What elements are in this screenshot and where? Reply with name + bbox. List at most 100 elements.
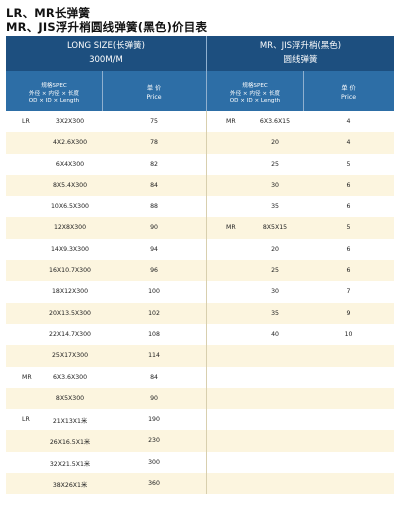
left-price-cell: 90 (150, 394, 158, 402)
left-spec-cell: 32X21.5X1米 (49, 460, 91, 468)
header-right-line1: MR、JIS浮升梢(黑色) (259, 41, 342, 51)
left-price-cell: 88 (150, 203, 158, 211)
table-row: 14X9.3X300 94 20 6 (6, 238, 394, 261)
left-spec-cell: 8X5.4X300 (52, 181, 88, 189)
table-row: 18X12X300 100 30 7 (6, 281, 394, 303)
right-spec-cell: 20 (271, 139, 279, 147)
left-spec-cell: 10X6.5X300 (50, 203, 89, 211)
left-price-cell: 114 (148, 352, 160, 360)
left-spec-cell: 6X3.6X300 (52, 373, 88, 381)
left-price-cell: 94 (150, 245, 158, 253)
row-divider (206, 409, 207, 431)
right-price-cell: 6 (346, 181, 351, 189)
right-spec-cell: 25 (271, 160, 279, 168)
left-spec-cell: 22X14.7X300 (49, 330, 91, 338)
right-spec-cell: 40 (271, 330, 279, 338)
right-spec-cell: 6X3.6X15 (259, 118, 291, 125)
table-row: 32X21.5X1米 300 (6, 451, 394, 474)
left-spec-cell: 4X2.6X300 (52, 139, 88, 147)
right-price-cell: 6 (346, 203, 351, 211)
row-divider (206, 238, 207, 261)
table-row: 6X4X300 82 25 5 (6, 153, 394, 175)
table-row: LR 21X13X1米 190 (6, 409, 394, 431)
left-spec-cell: 18X12X300 (51, 288, 89, 296)
right-spec-cell: 35 (271, 203, 279, 211)
row-divider (206, 473, 207, 495)
left-price-cell: 300 (148, 458, 160, 466)
right-spec-header-line1: 规格SPEC (242, 83, 268, 89)
header-left: LONG SIZE(长弹簧) 300M/M (6, 39, 206, 67)
left-spec-cell: 16X10.7X300 (49, 267, 91, 275)
row-divider (206, 153, 207, 175)
left-price-cell: 102 (148, 309, 160, 317)
row-divider (206, 132, 207, 154)
left-price-cell: 75 (150, 118, 158, 125)
left-price-cell: 100 (148, 288, 160, 296)
title-line-2: MR、JIS浮升梢圆线弹簧(黑色)价目表 (6, 20, 208, 34)
left-spec-cell: 14X9.3X300 (50, 245, 89, 253)
right-spec-cell: 30 (271, 181, 279, 189)
right-price-header-line1: 单 价 (341, 85, 356, 92)
left-price-cell: 108 (148, 330, 160, 338)
left-price-cell: 230 (148, 437, 160, 445)
left-price-cell: 190 (148, 416, 160, 424)
left-price-cell: 84 (150, 181, 158, 189)
header-left-line2: 300M/M (89, 55, 123, 65)
table-subheader: 规格SPEC 外径 × 内径 × 长度 OD × ID × Length 单 价… (6, 71, 394, 111)
left-spec-header-line1: 规格SPEC (41, 83, 67, 89)
left-price-cell: 78 (150, 139, 158, 147)
row-divider (206, 281, 207, 303)
right-spec-cell: 35 (271, 309, 279, 317)
table-row: 8X5.4X300 84 30 6 (6, 174, 394, 197)
table-row: LR 3X2X300 75 MR 6X3.6X15 4 (6, 111, 394, 133)
row-divider (206, 196, 207, 218)
right-price-cell: 10 (344, 330, 353, 338)
right-spec-header-line3: OD × ID × Length (229, 98, 281, 104)
left-series-label: LR (22, 118, 30, 125)
subheader-divider-3 (303, 71, 304, 111)
row-divider (206, 387, 207, 410)
left-price-header: 单 价 Price (102, 84, 206, 102)
subheader-divider-1 (102, 71, 103, 111)
row-divider (206, 345, 207, 367)
right-price-cell: 7 (346, 288, 351, 296)
table-row: 22X14.7X300 108 40 10 (6, 323, 394, 346)
left-spec-header-line2: 外径 × 内径 × 长度 (28, 90, 80, 97)
right-price-cell: 9 (346, 309, 351, 317)
left-spec-cell: 8X5X300 (55, 394, 85, 402)
left-spec-cell: 20X13.5X300 (49, 309, 91, 317)
row-divider (206, 430, 207, 452)
left-spec-cell: 21X13X1米 (52, 418, 88, 426)
row-divider (206, 174, 207, 197)
header-right-line2: 圆线弹簧 (283, 55, 318, 65)
left-price-cell: 360 (148, 480, 160, 488)
left-price-cell: 82 (150, 160, 158, 168)
right-series-label: MR (226, 224, 236, 232)
row-divider (206, 366, 207, 388)
table-row: 26X16.5X1米 230 (6, 430, 394, 452)
table-row: 12X8X300 90 MR 8X5X15 5 (6, 217, 394, 239)
header-left-line1: LONG SIZE(长弹簧) (67, 41, 145, 51)
table-row: 4X2.6X300 78 20 4 (6, 132, 394, 154)
right-price-header-line2: Price (340, 94, 357, 101)
right-price-cell: 5 (346, 160, 351, 168)
left-spec-cell: 38X26X1米 (52, 482, 88, 490)
row-divider (206, 323, 207, 346)
right-price-cell: 6 (346, 245, 351, 253)
left-spec-header: 规格SPEC 外径 × 内径 × 长度 OD × ID × Length (6, 83, 102, 106)
header-divider (206, 36, 207, 71)
left-price-cell: 84 (150, 373, 158, 381)
subheader-divider-2 (206, 71, 207, 111)
left-price-cell: 90 (150, 224, 158, 232)
row-divider (206, 217, 207, 239)
right-price-cell: 4 (346, 139, 351, 147)
right-series-label: MR (226, 118, 236, 125)
left-series-label: MR (22, 373, 32, 381)
right-price-header: 单 价 Price (303, 84, 394, 102)
right-spec-cell: 20 (271, 245, 279, 253)
table-row: MR 6X3.6X300 84 (6, 366, 394, 388)
table-row: 10X6.5X300 88 35 6 (6, 196, 394, 218)
left-spec-cell: 6X4X300 (55, 160, 85, 168)
table-row: 8X5X300 90 (6, 387, 394, 410)
title-line-1: LR、MR长弹簧 (6, 6, 91, 20)
